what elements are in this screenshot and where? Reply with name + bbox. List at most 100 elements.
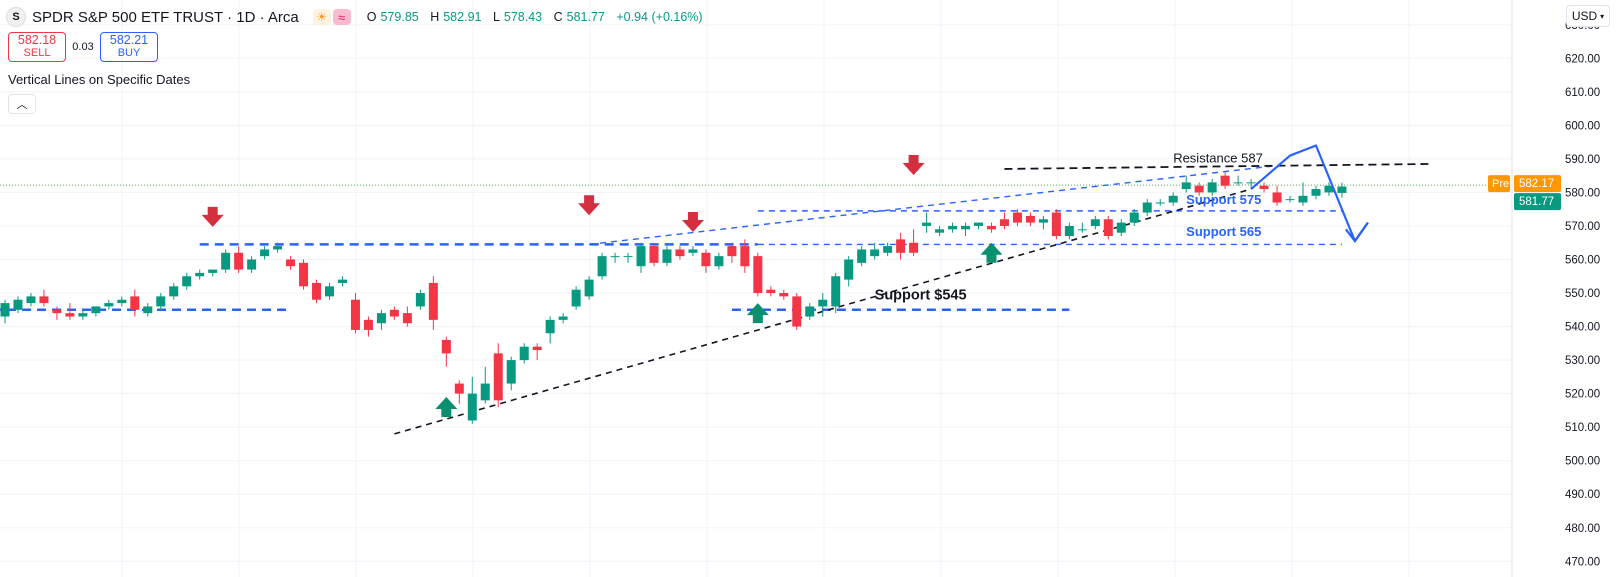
candle-body xyxy=(688,249,698,253)
y-tick-label: 530.00 xyxy=(1565,355,1600,367)
collapse-button[interactable]: ︿ xyxy=(8,94,36,114)
candle-body xyxy=(623,256,633,258)
y-tick-label: 490.00 xyxy=(1565,489,1600,501)
candle-body xyxy=(26,296,36,304)
y-tick-label: 560.00 xyxy=(1565,254,1600,266)
candle-body xyxy=(13,299,23,310)
candle-body xyxy=(1298,195,1308,203)
grid xyxy=(0,0,1512,577)
candle-body xyxy=(974,222,983,226)
candle-body xyxy=(519,346,529,361)
pre-tag-bg xyxy=(1488,175,1510,193)
candle-body xyxy=(545,319,555,334)
candle-body xyxy=(805,306,815,317)
candle-body xyxy=(844,259,854,280)
candle-body xyxy=(870,249,880,257)
candle-body xyxy=(169,286,179,297)
last-price-label: 581.77 xyxy=(1519,196,1554,208)
candle-body xyxy=(117,299,127,304)
high-label: H xyxy=(430,10,440,24)
sun-icon[interactable]: ☀ xyxy=(312,9,331,25)
candle-body xyxy=(78,313,88,317)
candle-body xyxy=(454,383,464,394)
candle-body xyxy=(260,249,270,257)
low-value: 578.43 xyxy=(503,10,543,24)
candle-body xyxy=(883,246,893,253)
chevron-down-icon: ▾ xyxy=(1600,11,1605,21)
candle-body xyxy=(610,256,620,258)
y-tick-label: 550.00 xyxy=(1565,288,1600,300)
candle-body xyxy=(753,256,763,294)
candle-body xyxy=(1246,182,1256,184)
candle-body xyxy=(558,316,568,320)
candle-body xyxy=(1129,212,1139,223)
candle-body xyxy=(1064,225,1074,237)
last-price-bg xyxy=(1514,193,1561,211)
y-tick-label: 610.00 xyxy=(1565,87,1600,99)
candle-body xyxy=(1285,199,1295,201)
candle-body xyxy=(1181,182,1191,190)
candle-body xyxy=(1103,219,1113,237)
candle-body xyxy=(896,239,906,253)
change-value: +0.94 (+0.16%) xyxy=(616,10,703,24)
candle-body xyxy=(376,313,386,324)
candle-body xyxy=(818,299,828,307)
candle-body xyxy=(1259,185,1269,190)
y-tick-label: 520.00 xyxy=(1565,389,1600,401)
candle-body xyxy=(506,360,516,384)
candle-body xyxy=(1220,175,1230,186)
annotation-resistance-587: Resistance 587 xyxy=(1173,150,1263,165)
up-arrow xyxy=(435,396,458,417)
candle-body xyxy=(182,276,192,287)
candle-body xyxy=(130,296,140,310)
sell-price: 582.18 xyxy=(17,33,57,47)
candle-body xyxy=(208,269,218,273)
candle-body xyxy=(792,296,802,327)
y-tick-label: 470.00 xyxy=(1565,556,1600,568)
candle-body xyxy=(909,242,919,253)
candle-body xyxy=(52,309,62,314)
candle-body xyxy=(675,249,685,257)
candle-body xyxy=(1324,185,1334,193)
projection-arrowhead xyxy=(1344,221,1369,243)
candle-body xyxy=(143,306,153,314)
candle-body xyxy=(1194,185,1204,193)
down-arrow xyxy=(578,195,601,216)
pre-tag: Pre xyxy=(1492,178,1509,190)
chart-title[interactable]: SPDR S&P 500 ETF TRUST · 1D · Arca xyxy=(32,8,299,26)
candle-body xyxy=(779,293,789,297)
y-tick-label: 480.00 xyxy=(1565,523,1600,535)
candle-body xyxy=(91,306,101,314)
candle-body xyxy=(480,383,490,401)
candle-body xyxy=(221,252,231,270)
buy-price: 582.21 xyxy=(109,33,149,47)
candle-body xyxy=(1038,219,1048,223)
candle-body xyxy=(636,246,646,267)
sell-button[interactable]: 582.18 SELL xyxy=(8,32,66,62)
candle-body xyxy=(1142,202,1152,213)
up-arrow xyxy=(980,242,1003,263)
y-tick-label: 540.00 xyxy=(1565,322,1600,334)
candle-body xyxy=(727,246,737,257)
candle-body xyxy=(104,303,114,307)
wave-icon[interactable]: ≈ xyxy=(332,9,351,25)
candle-body xyxy=(1090,219,1100,226)
symbol-logo[interactable]: S xyxy=(6,7,26,27)
candle-body xyxy=(701,252,711,267)
candle-body xyxy=(831,276,841,307)
chart-header: S SPDR S&P 500 ETF TRUST · 1D · Arca ☀ ≈… xyxy=(6,6,707,28)
candle-body xyxy=(714,256,724,267)
indicator-name[interactable]: Vertical Lines on Specific Dates xyxy=(8,72,191,87)
candle-body xyxy=(999,219,1009,226)
annotation-support-545: Support $545 xyxy=(875,288,967,304)
candle-body xyxy=(740,246,750,267)
close-label: C xyxy=(553,10,563,24)
candle-body xyxy=(532,346,542,351)
currency-label: USD xyxy=(1571,9,1598,23)
buy-button[interactable]: 582.21 BUY xyxy=(100,32,158,62)
currency-select[interactable]: USD ▾ xyxy=(1566,5,1610,27)
candle-body xyxy=(986,225,996,230)
buy-label: BUY xyxy=(117,47,141,59)
candle-body xyxy=(286,259,296,267)
